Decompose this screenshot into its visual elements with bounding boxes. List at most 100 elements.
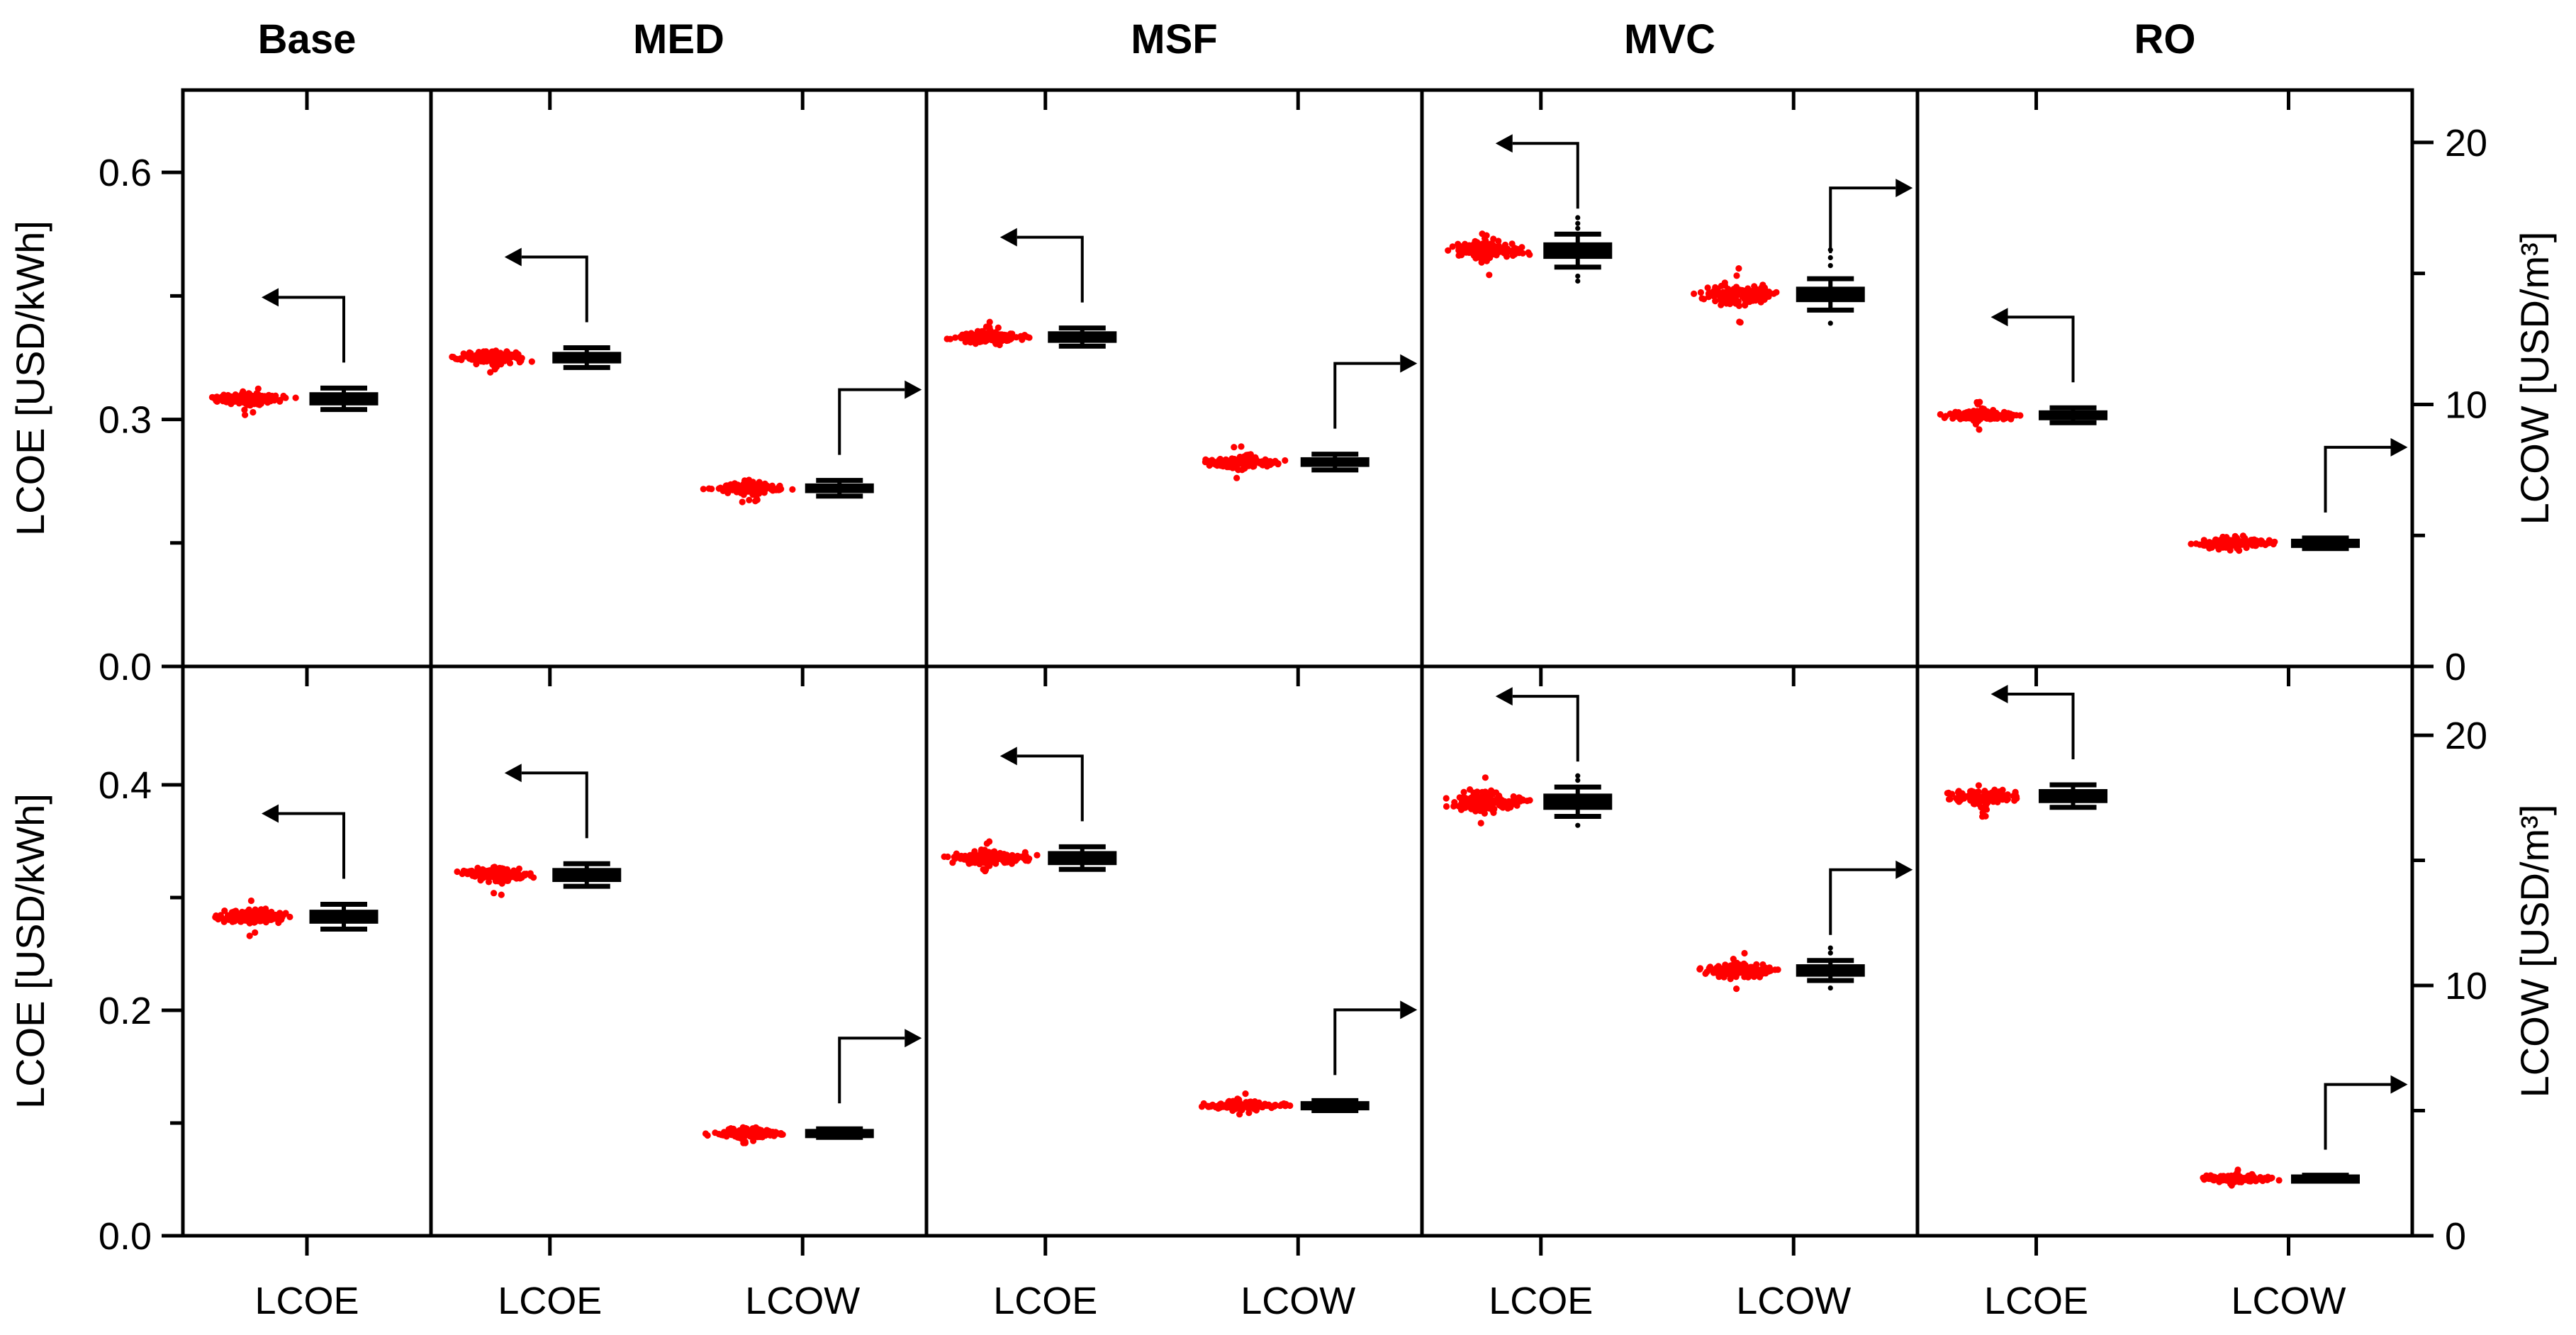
outlier-dot [1827,985,1833,991]
left-tick-label: 0.3 [99,399,152,442]
outlier-dot [1575,225,1581,231]
right-axis-title: LCOW [USD/m³] [2512,232,2557,525]
column-title-MVC: MVC [1624,16,1715,62]
jitter-cloud-LCOE [454,864,537,898]
group-MSF-LCOW-row1 [1202,90,1418,481]
left-tick-label: 0.4 [99,764,152,807]
group-MED-LCOE-row2 [454,666,622,1256]
jitter-cloud-LCOW [2200,1166,2283,1189]
group-MED-LCOE-row1 [449,90,622,376]
jitter-cloud-LCOW [2188,532,2278,554]
axis-arrow-left-icon [1512,142,1579,209]
outlier-dot [1827,950,1833,956]
arrow-head-icon [1495,134,1513,153]
arrow-head-icon [999,747,1017,766]
group-RO-LCOW-row1 [2188,90,2408,554]
box-plot-LCOE [552,861,622,889]
arrow-head-icon [1400,1000,1418,1020]
jitter-cloud-LCOW [700,476,796,505]
x-tick-label-LCOW: LCOW [1241,1280,1355,1322]
jitter-cloud-LCOE [1445,230,1533,279]
jitter-cloud-LCOW [1202,443,1289,481]
axis-arrow-left-icon [1512,695,1579,762]
group-MVC-LCOE-row2 [1443,666,1613,1256]
axis-arrow-left-icon [279,812,345,879]
box-plot-LCOE [2039,782,2108,810]
group-MSF-LCOE-row1 [943,90,1117,349]
outlier-dot [1827,255,1833,261]
jitter-cloud-LCOW [1691,265,1780,326]
group-MSF-LCOW-row2 [1198,666,1418,1256]
axis-arrow-left-icon [1017,235,1084,303]
axis-arrow-right-icon [1333,362,1401,429]
panel-Base-row1 [208,90,379,418]
box-plot-LCOE [1048,325,1117,349]
x-tick-label-LCOE: LCOE [1984,1280,2088,1322]
x-tick-label-LCOE: LCOE [1489,1280,1593,1322]
panel-MSF-row1 [943,90,1418,481]
row-bottom [162,664,2434,1256]
jitter-cloud-LCOW [1198,1090,1294,1118]
jitter-cloud-LCOE [1944,782,2020,820]
right-tick-label: 20 [2445,122,2487,164]
right-axis-title: LCOW [USD/m³] [2512,805,2557,1098]
arrow-head-icon [999,228,1017,247]
arrow-head-icon [504,764,522,783]
left-axis-title: LCOE [USD/kWh] [8,220,52,536]
axis-arrow-right-icon [838,1037,905,1104]
x-tick-label-LCOE: LCOE [993,1280,1097,1322]
panel-MED-row1 [449,90,922,505]
box-plot-LCOW [1796,247,1865,326]
jitter-cloud-LCOE [449,347,535,376]
outlier-dot [1575,822,1581,828]
panel-RO-row2 [1944,666,2408,1256]
arrow-head-icon [2390,1075,2408,1094]
arrow-head-icon [1895,179,1913,198]
box-plot-LCOE [309,902,379,932]
column-title-MED: MED [633,16,724,62]
axis-arrow-right-icon [1829,186,1896,254]
axis-arrow-right-icon [838,388,905,455]
outlier-dot [1575,220,1581,226]
arrow-head-icon [1990,308,2008,327]
box-plot-LCOW [2291,535,2360,552]
column-title-RO: RO [2134,16,2196,62]
right-tick-label: 0 [2445,646,2466,688]
group-RO-LCOW-row2 [2200,666,2408,1256]
box-plot-LCOW [805,478,874,499]
arrow-head-icon [1990,684,2008,703]
arrow-head-icon [262,804,279,823]
arrow-head-icon [905,380,922,399]
row-border [181,664,2414,1238]
axis-arrow-left-icon [2007,315,2075,383]
left-tick-label: 0.2 [99,990,152,1032]
group-MVC-LCOW-row1 [1691,90,1913,326]
panel-RO-row1 [1937,90,2408,554]
box-plot-LCOE [309,385,379,413]
panel-Base-row2 [212,666,379,1256]
panel-MVC-row1 [1445,90,1913,326]
axis-arrow-right-icon [1829,868,1896,935]
box-plot-LCOE [1543,215,1613,284]
axis-arrow-left-icon [1017,754,1084,822]
jitter-cloud-LCOE [212,897,293,939]
arrow-head-icon [504,247,522,267]
outlier-dot [1575,773,1581,778]
axis-arrow-left-icon [521,255,588,323]
box-plot-LCOE [1048,844,1117,872]
outlier-dot [1575,273,1581,279]
left-tick-label: 0.0 [99,1215,152,1258]
box-plot-LCOW [1300,452,1370,473]
left-axis-title: LCOE [USD/kWh] [8,793,52,1109]
jitter-cloud-LCOW [1696,949,1781,993]
x-tick-label-LCOE: LCOE [498,1280,602,1322]
panel-MSF-row2 [941,666,1418,1256]
group-RO-LCOE-row1 [1937,90,2108,433]
right-tick-label: 10 [2445,965,2487,1007]
column-title-MSF: MSF [1131,16,1217,62]
outlier-dot [1827,945,1833,951]
axis-arrow-right-icon [2324,1083,2391,1150]
box-plot-LCOE [552,345,622,370]
